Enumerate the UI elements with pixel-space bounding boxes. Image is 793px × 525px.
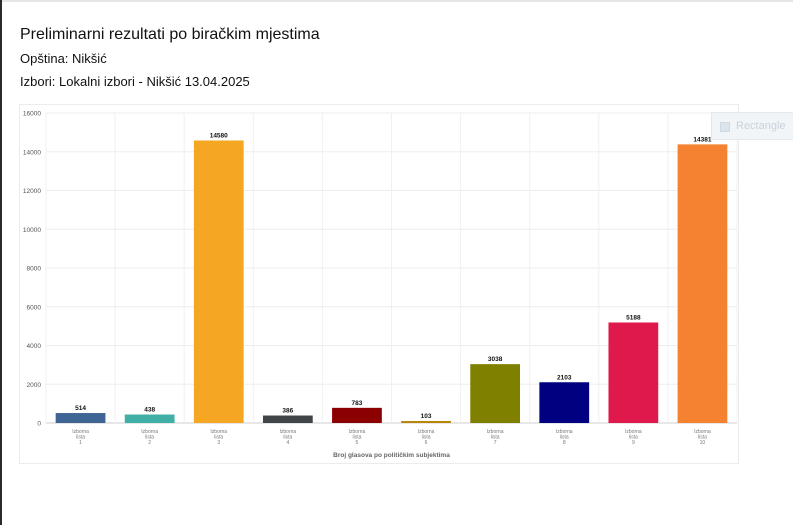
- bar: [193, 140, 244, 423]
- y-tick-label: 16000: [23, 111, 41, 118]
- bar: [124, 414, 175, 423]
- x-tick-label: lista: [214, 435, 223, 441]
- bar-chart: 0200040006000800010000120001400016000514…: [23, 111, 738, 459]
- y-tick-label: 12000: [23, 188, 41, 195]
- x-tick-label: lista: [560, 435, 569, 441]
- x-tick-label: lista: [283, 435, 292, 441]
- x-tick-label: lista: [422, 435, 431, 441]
- x-tick-label: Izborna: [625, 429, 642, 435]
- data-label: 14381: [693, 136, 711, 143]
- y-tick-label: 2000: [27, 382, 42, 389]
- y-tick-label: 14000: [23, 149, 41, 156]
- y-tick-label: 8000: [27, 266, 42, 273]
- x-tick-label: Izborna: [280, 429, 297, 435]
- y-tick-label: 6000: [27, 304, 42, 311]
- x-tick-label: 7: [494, 440, 497, 446]
- x-tick-label: lista: [76, 435, 85, 441]
- y-tick-label: 4000: [27, 343, 42, 350]
- x-tick-label: 9: [632, 440, 635, 446]
- data-label: 783: [352, 400, 363, 407]
- x-tick-label: Izborna: [556, 429, 573, 435]
- data-label: 2103: [557, 374, 572, 381]
- x-tick-label: Izborna: [210, 429, 227, 435]
- data-label: 103: [421, 413, 432, 420]
- x-tick-label: Izborna: [72, 429, 89, 435]
- x-tick-label: 4: [286, 440, 289, 446]
- bar: [608, 322, 659, 423]
- x-tick-label: Izborna: [487, 429, 504, 435]
- window-top-border: [0, 0, 793, 2]
- bar: [332, 407, 382, 423]
- chart-panel: 0 2000 4000 6000 8000 10000 12000 14000 16000 514…: [19, 104, 739, 464]
- x-axis-title: Broj glasova po političkim subjektima: [333, 452, 450, 459]
- election-label: Izbori: Lokalni izbori - Nikšić 13.04.20…: [20, 74, 250, 89]
- data-label: 5188: [626, 314, 641, 321]
- y-tick-label: 10000: [23, 227, 41, 234]
- bar: [470, 364, 521, 423]
- x-tick-label: Izborna: [694, 429, 711, 435]
- x-tick-label: lista: [698, 435, 707, 441]
- data-label: 514: [75, 405, 86, 412]
- x-tick-label: Izborna: [349, 429, 366, 435]
- y-tick-label: 0: [37, 421, 41, 428]
- x-tick-label: lista: [491, 435, 500, 441]
- x-tick-label: lista: [352, 435, 361, 441]
- legend-swatch: [720, 122, 730, 132]
- bar: [262, 415, 313, 423]
- data-label: 386: [282, 408, 293, 415]
- x-tick-label: Izborna: [418, 429, 435, 435]
- x-tick-label: 3: [217, 440, 220, 446]
- x-tick-label: lista: [145, 435, 154, 441]
- bar: [539, 382, 590, 423]
- data-label: 14580: [210, 133, 228, 140]
- bar: [401, 421, 451, 423]
- x-tick-label: 5: [356, 440, 359, 446]
- page-title: Preliminarni rezultati po biračkim mjest…: [20, 26, 320, 43]
- data-label: 3038: [488, 356, 503, 363]
- municipality-label: Opština: Nikšić: [20, 51, 107, 66]
- x-tick-label: 8: [563, 440, 566, 446]
- x-tick-label: 2: [148, 440, 151, 446]
- x-tick-label: lista: [629, 435, 638, 441]
- bar: [55, 413, 106, 423]
- window-left-border: [0, 0, 2, 525]
- bar: [677, 144, 728, 423]
- legend-overlay[interactable]: Rectangle: [711, 112, 793, 140]
- x-tick-label: 10: [700, 440, 706, 446]
- legend-label: Rectangle: [736, 120, 786, 132]
- x-tick-label: 6: [425, 440, 428, 446]
- x-tick-label: Izborna: [141, 429, 158, 435]
- x-tick-label: 1: [79, 440, 82, 446]
- data-label: 438: [144, 407, 155, 414]
